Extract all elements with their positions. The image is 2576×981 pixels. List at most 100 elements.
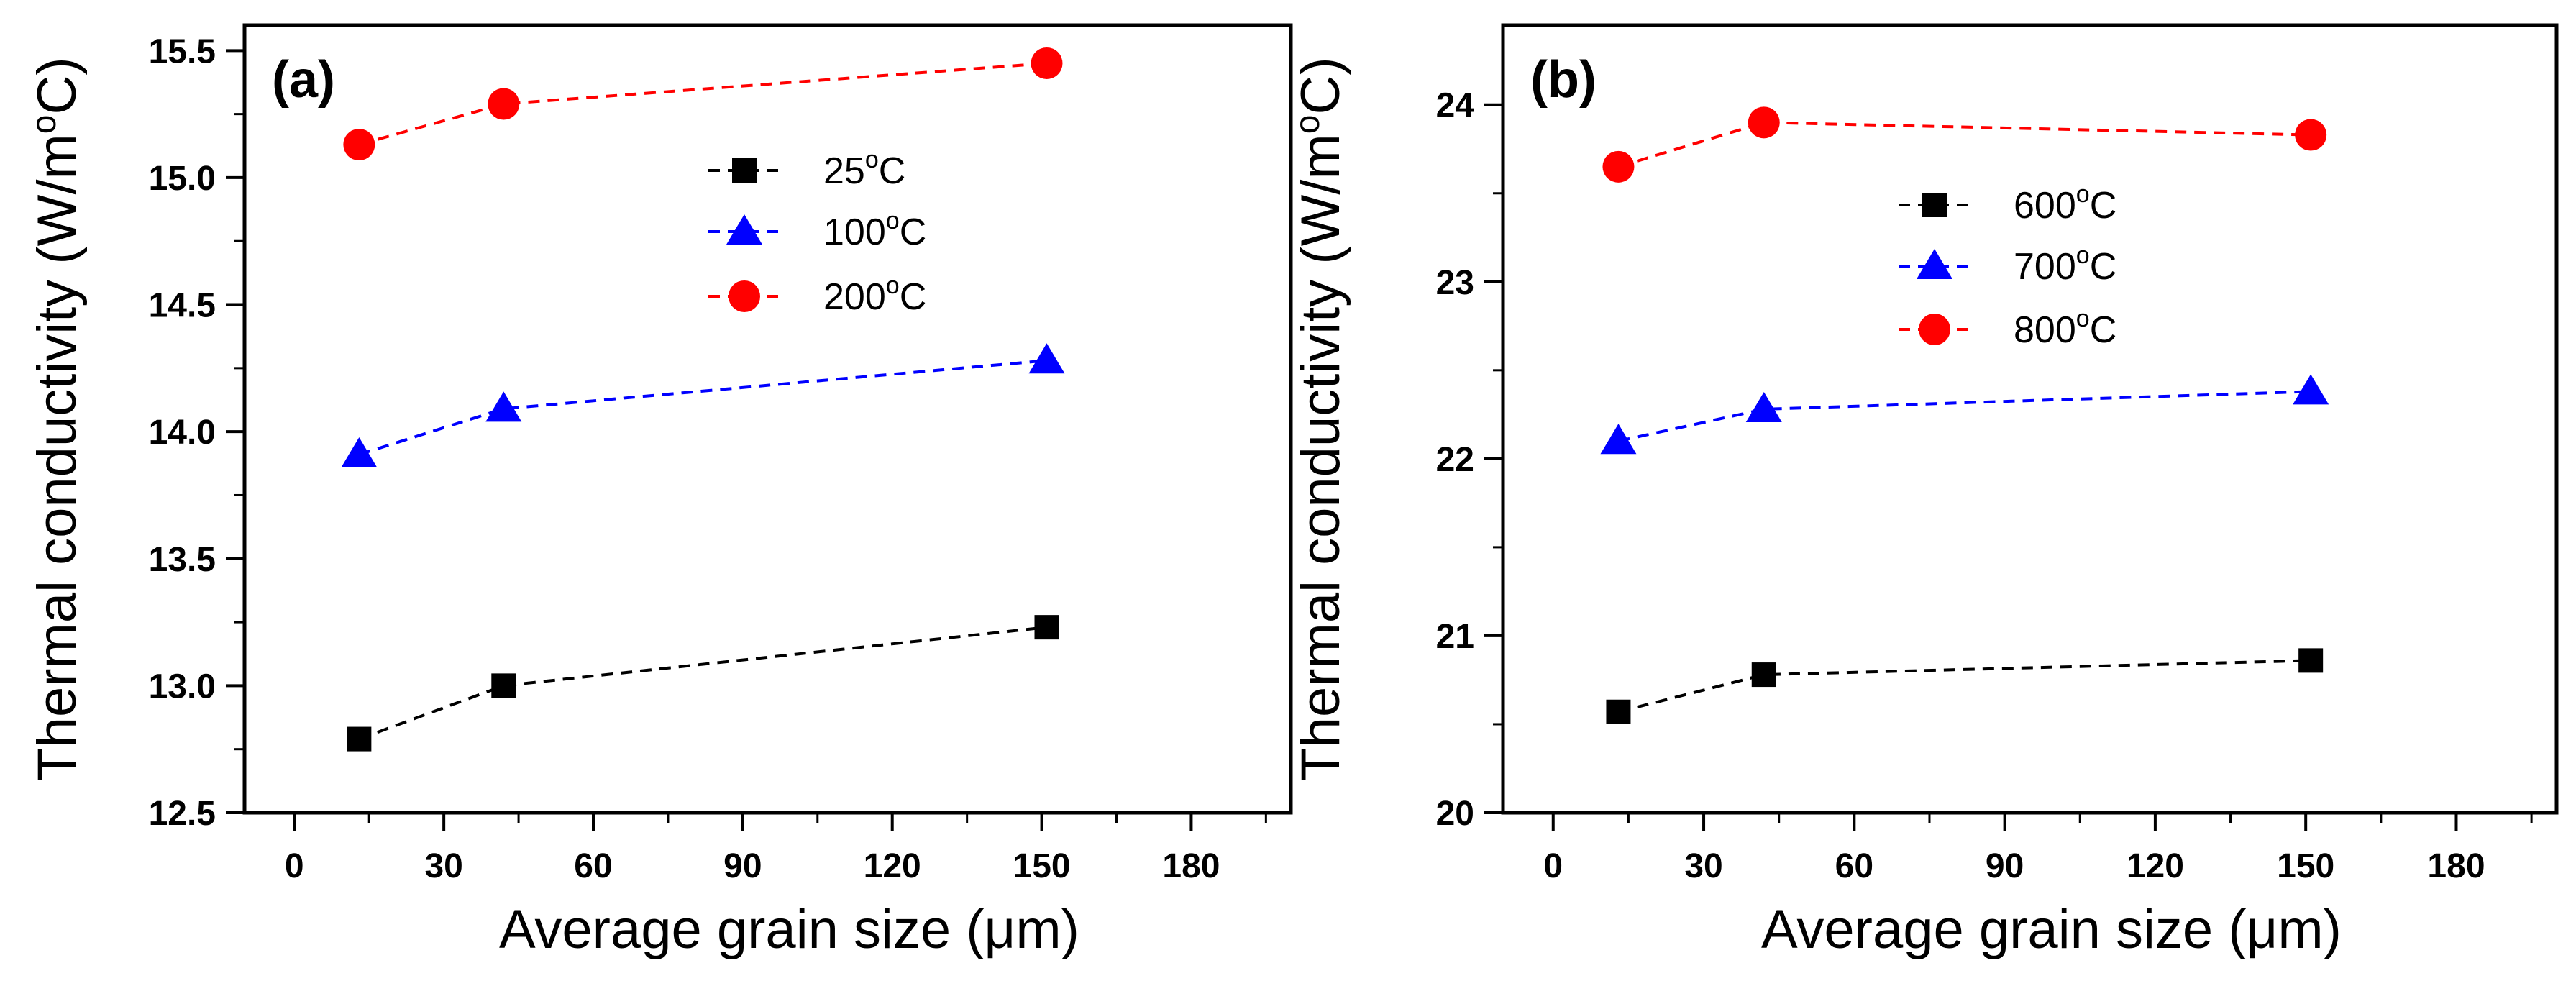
y-axis-title: Thermal conductivity (W/moC) [1289,57,1351,780]
y-axis-title-superscript: o [25,115,63,134]
series-600C [1606,648,2324,724]
legend-label-superscript: o [886,272,900,299]
x-tick-label: 180 [2427,847,2485,885]
y-tick-label: 21 [1436,618,1474,656]
y-axis-title: Thermal conductivity (W/moC) [25,57,88,780]
data-point-triangle [2293,374,2329,405]
x-tick-label: 30 [424,847,462,885]
legend-marker [732,158,757,183]
series-100C [341,343,1065,467]
y-axis-title-unit: C) [27,57,88,114]
legend-label-number: 800 [2014,309,2076,351]
y-tick-label: 12.5 [149,795,216,833]
x-axis-title: Average grain size (μm) [499,899,1079,960]
x-tick-label: 90 [1986,847,2024,885]
data-point-square [1034,615,1059,640]
legend-label: 25oC [823,146,905,192]
legend-entry: 25oC [708,146,905,192]
panel-label: (b) [1530,51,1597,109]
series-line [1618,390,2311,443]
legend-marker [729,280,760,312]
series-200C [343,47,1063,161]
series-25C [347,615,1059,752]
y-tick-label: 14.5 [149,287,216,325]
series-700C [1600,374,2329,455]
y-axis-title-text: Thermal conductivity (W/m [27,134,88,781]
y-axis-title-text: Thermal conductivity (W/m [1290,134,1351,781]
legend-label-number: 100 [823,211,886,253]
legend-label-number: 200 [823,276,886,318]
data-point-circle [488,88,520,120]
y-tick-label: 14.0 [149,414,216,452]
legend-label-number: 700 [2014,246,2076,288]
legend-entry: 100oC [708,207,926,253]
x-tick-label: 120 [864,847,921,885]
x-tick-label: 120 [2127,847,2184,885]
legend-marker [1919,314,1950,345]
legend-marker [726,214,762,245]
data-point-square [347,726,372,752]
series-line [1617,659,2311,713]
y-tick-label: 13.0 [149,667,216,706]
y-tick-label: 15.5 [149,32,216,70]
data-point-circle [1748,106,1780,139]
series-line [358,61,1047,146]
x-tick-label: 180 [1162,847,1220,885]
data-point-circle [343,129,375,161]
legend-label-superscript: o [886,207,900,234]
series-800C [1602,106,2327,183]
x-tick-label: 0 [285,847,304,885]
series-line [358,626,1047,741]
y-tick-label: 23 [1436,264,1474,302]
legend-marker [1917,249,1952,279]
legend-label: 600oC [2014,181,2116,227]
legend-label-superscript: o [865,146,879,173]
x-tick-label: 60 [1835,847,1873,885]
panel-label: (a) [272,51,335,109]
data-point-square [491,673,516,698]
data-point-square [2298,648,2324,673]
legend-label: 800oC [2014,305,2116,351]
legend-label-unit: C [900,276,927,318]
legend-entry: 200oC [708,272,926,318]
y-tick-label: 20 [1436,795,1474,833]
y-axis-title-superscript: o [1289,115,1327,134]
data-point-square [1606,699,1631,724]
panel-b: 0 30 60 90 120 150 180 20 21 22 23 24 Average grain … [1289,23,2559,960]
series-line [1617,121,2311,168]
legend-entry: 800oC [1899,305,2116,351]
data-point-circle [1602,150,1635,183]
legend-label-superscript: o [2076,305,2090,332]
legend-label-unit: C [2090,309,2117,351]
y-tick-label: 22 [1436,441,1474,479]
data-point-triangle [485,391,522,422]
legend-label-unit: C [2090,185,2117,227]
legend-label-unit: C [900,211,927,253]
y-tick-label: 15.0 [149,160,216,198]
data-point-triangle [1600,424,1637,455]
y-tick-label: 24 [1436,87,1475,125]
y-axis-title-unit: C) [1290,57,1351,114]
legend-label: 100oC [823,207,926,253]
data-point-triangle [341,437,378,467]
x-tick-label: 0 [1543,847,1563,885]
data-point-square [1751,662,1776,688]
plot-frame [242,23,1293,815]
legend-label: 700oC [2014,242,2116,288]
series-line [358,359,1047,456]
x-tick-label: 60 [574,847,612,885]
data-point-circle [2295,119,2327,151]
legend-label-superscript: o [2076,181,2090,208]
legend-label-superscript: o [2076,242,2090,269]
x-axis-title: Average grain size (μm) [1761,899,2342,960]
legend-label-number: 600 [2014,185,2076,227]
x-tick-label: 30 [1684,847,1722,885]
y-tick-label: 13.5 [149,541,216,579]
x-tick-label: 90 [723,847,762,885]
panel-a: 0 30 60 90 120 150 180 12.5 13.0 13.5 14.0 14.5 15.0… [25,23,1293,960]
data-point-triangle [1745,391,1782,422]
x-tick-label: 150 [2277,847,2334,885]
plot-frame [1501,23,2559,815]
legend-label-number: 25 [823,150,865,192]
